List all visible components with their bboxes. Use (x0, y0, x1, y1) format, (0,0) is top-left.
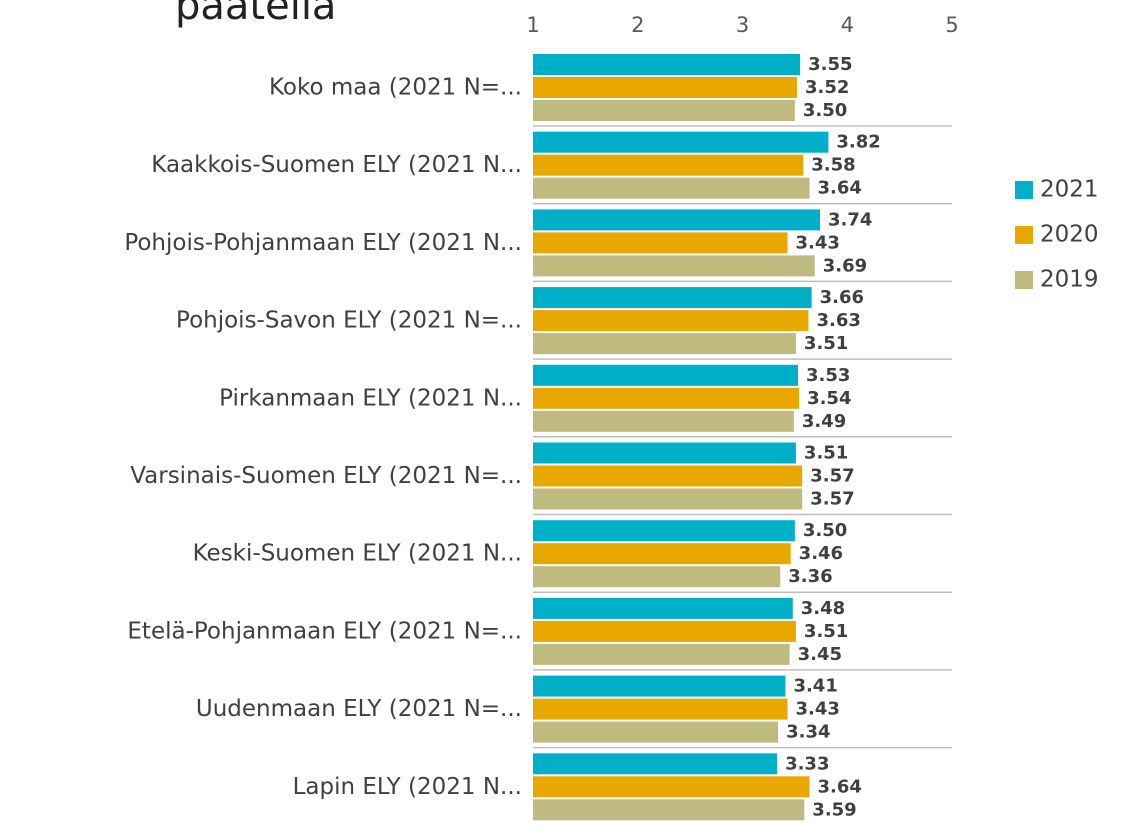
bar (533, 177, 810, 199)
bar (533, 488, 803, 510)
category-label: Etelä-Pohjanmaan ELY (2021 N=... (127, 618, 522, 644)
bar (533, 753, 778, 775)
value-label: 3.36 (788, 566, 832, 587)
bar (533, 255, 815, 277)
category-label: Uudenmaan ELY (2021 N=... (196, 696, 522, 722)
bar (533, 54, 801, 75)
value-label: 3.54 (807, 388, 851, 409)
value-label: 3.41 (793, 676, 837, 697)
bar (533, 100, 795, 121)
x-tick-label: 2 (631, 13, 644, 37)
category-label: Pohjois-Savon ELY (2021 N=... (176, 308, 522, 334)
value-label: 3.57 (810, 489, 854, 510)
chart-title: päätellä (175, 0, 336, 29)
legend-swatch (1015, 271, 1033, 289)
bar (533, 154, 804, 176)
value-label: 3.64 (818, 776, 862, 797)
bar (533, 675, 786, 697)
bar (533, 287, 812, 309)
value-label: 3.64 (818, 178, 862, 199)
bar (533, 597, 793, 619)
value-label: 3.34 (786, 722, 830, 743)
x-tick-label: 4 (841, 13, 854, 37)
bar (533, 410, 794, 432)
value-label: 3.55 (808, 54, 852, 75)
bar (533, 721, 779, 743)
bar (533, 232, 788, 254)
value-label: 3.46 (799, 543, 843, 564)
category-label: Keski-Suomen ELY (2021 N... (193, 541, 522, 567)
category-label: Koko maa (2021 N=... (269, 75, 522, 101)
value-label: 3.66 (820, 287, 864, 308)
value-label: 3.48 (801, 598, 845, 619)
legend-swatch (1015, 226, 1033, 244)
legend-label: 2020 (1040, 222, 1099, 248)
bar (533, 698, 788, 720)
value-label: 3.50 (803, 520, 847, 541)
bar (533, 364, 799, 386)
bar (533, 776, 810, 798)
value-label: 3.53 (806, 365, 850, 386)
bar (533, 566, 781, 588)
value-label: 3.69 (823, 255, 867, 276)
legend-label: 2021 (1040, 177, 1099, 203)
value-label: 3.82 (836, 132, 880, 153)
value-label: 3.57 (810, 466, 854, 487)
category-label: Varsinais-Suomen ELY (2021 N=... (130, 463, 522, 489)
bar (533, 620, 796, 642)
bar (533, 333, 796, 355)
value-label: 3.43 (796, 699, 840, 720)
bar (533, 77, 797, 98)
value-label: 3.58 (811, 155, 855, 176)
value-label: 3.52 (805, 77, 849, 98)
legend-swatch (1015, 181, 1033, 199)
bar (533, 442, 796, 464)
category-label: Pohjois-Pohjanmaan ELY (2021 N... (124, 230, 522, 256)
value-label: 3.49 (802, 411, 846, 432)
bar (533, 799, 805, 821)
category-label: Lapin ELY (2021 N... (293, 774, 522, 800)
value-label: 3.51 (804, 333, 848, 354)
legend-label: 2019 (1040, 267, 1099, 293)
value-label: 3.74 (828, 209, 872, 230)
value-label: 3.51 (804, 443, 848, 464)
value-label: 3.63 (816, 310, 860, 331)
bar (533, 520, 795, 542)
bar (533, 387, 800, 409)
value-label: 3.51 (804, 621, 848, 642)
category-label: Pirkanmaan ELY (2021 N... (219, 385, 522, 411)
bar (533, 310, 809, 332)
value-label: 3.43 (796, 232, 840, 253)
bar (533, 465, 803, 487)
value-label: 3.33 (785, 753, 829, 774)
category-label: Kaakkois-Suomen ELY (2021 N... (151, 152, 522, 178)
x-tick-label: 3 (736, 13, 749, 37)
value-label: 3.59 (812, 799, 856, 820)
bar (533, 209, 821, 231)
value-label: 3.50 (803, 100, 847, 121)
x-tick-label: 5 (945, 13, 958, 37)
x-tick-label: 1 (526, 13, 539, 37)
bar (533, 543, 791, 565)
bar (533, 643, 790, 665)
bar (533, 131, 829, 153)
value-label: 3.45 (798, 644, 842, 665)
